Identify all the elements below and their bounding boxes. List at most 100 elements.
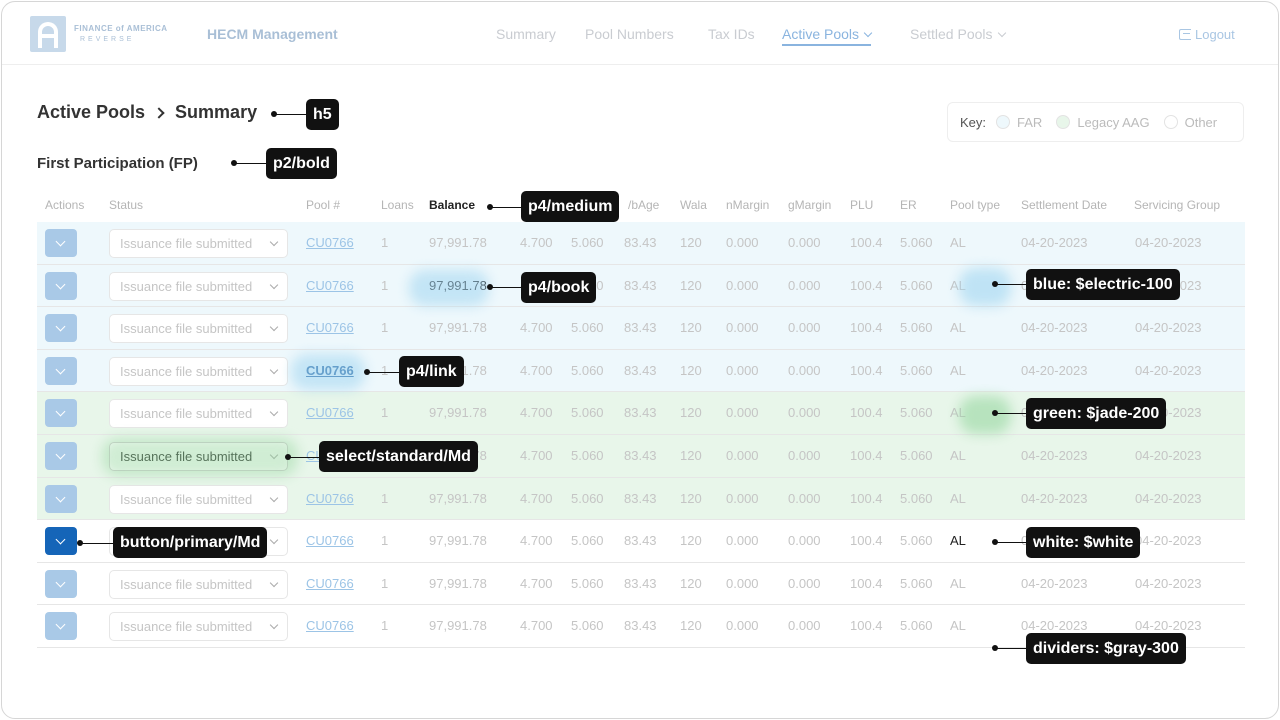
- color-key: Key: FAR Legacy AAG Other: [947, 102, 1244, 142]
- cell-plu: 100.4: [850, 490, 883, 506]
- highlight-green-row: [959, 396, 1011, 434]
- col-wala[interactable]: Wala: [680, 198, 707, 212]
- cell-rate: 4.700: [520, 235, 553, 250]
- status-select-value: Issuance file submitted: [120, 406, 253, 422]
- row-actions-button[interactable]: [45, 356, 77, 385]
- status-select[interactable]: Issuance file submitted: [109, 229, 288, 258]
- col-loans[interactable]: Loans: [381, 198, 414, 212]
- col-wbage[interactable]: /bAge: [628, 198, 660, 212]
- cell-er: 5.060: [900, 533, 933, 549]
- cell-wala: 120: [680, 533, 702, 549]
- pool-number-link[interactable]: CU0766: [306, 490, 354, 506]
- col-plu[interactable]: PLU: [850, 198, 874, 212]
- row-actions-button[interactable]: [45, 229, 77, 257]
- chevron-down-icon: [269, 621, 279, 630]
- table-header: Actions Status Pool # Loans Balance /bAg…: [37, 198, 1245, 222]
- cell-plu: 100.4: [850, 277, 883, 293]
- row-actions-button[interactable]: [45, 441, 77, 470]
- annotation-button-label: button/primary/Md: [113, 527, 268, 558]
- cell-loans: 1: [381, 362, 389, 378]
- status-select[interactable]: Issuance file submitted: [109, 569, 288, 599]
- col-servicing-group[interactable]: Servicing Group: [1134, 198, 1221, 212]
- cell-settlement-date: 04-20-2023: [1021, 447, 1088, 463]
- row-actions-button[interactable]: [45, 484, 77, 513]
- pool-number-link[interactable]: CU0766: [306, 277, 354, 293]
- breadcrumb-parent[interactable]: Active Pools: [37, 102, 146, 122]
- status-select[interactable]: Issuance file submitted: [109, 271, 288, 301]
- cell-wbage: 83.43: [624, 405, 657, 421]
- cell-wbage: 83.43: [624, 277, 657, 293]
- col-actions[interactable]: Actions: [45, 198, 85, 212]
- col-settlement-date[interactable]: Settlement Date: [1021, 198, 1108, 212]
- col-er[interactable]: ER: [900, 198, 917, 212]
- cell-pool-type: AL: [950, 362, 966, 378]
- nav-active-pools[interactable]: Active Pools: [782, 26, 873, 46]
- nav-active-pools-label: Active Pools: [782, 26, 860, 42]
- cell-gmargin: 0.000: [788, 320, 821, 336]
- cell-settlement-date: 04-20-2023: [1021, 575, 1088, 591]
- status-select[interactable]: Issuance file submitted: [109, 314, 288, 344]
- cell-wbage: 83.43: [624, 575, 657, 591]
- cell-servicing-group: 04-20-2023: [1135, 575, 1202, 591]
- row-actions-button[interactable]: [45, 314, 77, 343]
- table-row: Issuance file submitted CU0766 1 97,991.78 4…: [37, 562, 1245, 606]
- status-select[interactable]: Issuance file submitted: [109, 399, 288, 429]
- company-logo[interactable]: FINANCE of AMERICA REVERSE: [30, 16, 168, 52]
- cell-settlement-date: 04-20-2023: [1021, 362, 1088, 378]
- pool-number-link[interactable]: CU0766: [306, 618, 354, 634]
- cell-loans: 1: [381, 618, 389, 634]
- col-gmargin[interactable]: gMargin: [788, 198, 832, 212]
- nav-summary[interactable]: Summary: [496, 26, 556, 42]
- row-actions-button[interactable]: [45, 612, 77, 641]
- status-select-value: Issuance file submitted: [120, 363, 253, 379]
- cell-gmargin: 0.000: [788, 575, 821, 591]
- key-legacy-label: Legacy AAG: [1077, 114, 1150, 130]
- col-nmargin[interactable]: nMargin: [726, 198, 770, 212]
- chevron-down-icon: [55, 236, 66, 247]
- pool-number-link[interactable]: CU0766: [306, 235, 354, 250]
- nav-pool-numbers[interactable]: Pool Numbers: [585, 26, 674, 42]
- pool-number-link[interactable]: CU0766: [306, 405, 354, 421]
- row-actions-button[interactable]: [45, 399, 77, 428]
- pool-number-link[interactable]: CU0766: [306, 575, 354, 591]
- row-actions-button[interactable]: [45, 527, 77, 556]
- annotation-blue-label: blue: $electric-100: [1026, 269, 1180, 300]
- table-row: Issuance file submitted CU0766 1 97,991.78 4…: [37, 307, 1245, 350]
- chevron-down-icon: [55, 492, 66, 503]
- nav-settled-pools[interactable]: Settled Pools: [910, 26, 1006, 42]
- row-actions-button[interactable]: [45, 271, 77, 300]
- cell-servicing-group: 04-20-2023: [1135, 235, 1202, 250]
- chevron-down-icon: [55, 279, 66, 290]
- cell-nmargin: 0.000: [726, 447, 759, 463]
- col-status[interactable]: Status: [109, 198, 144, 212]
- cell-pool-type: AL: [950, 618, 966, 634]
- cell-nmargin: 0.000: [726, 362, 759, 378]
- col-pool[interactable]: Pool #: [306, 198, 341, 212]
- swatch-far: [996, 115, 1011, 129]
- col-balance[interactable]: Balance: [429, 198, 476, 212]
- cell-wala: 120: [680, 575, 702, 591]
- logout-button[interactable]: Logout: [1179, 27, 1235, 42]
- status-select[interactable]: Issuance file submitted: [109, 356, 288, 386]
- cell-gmargin: 0.000: [788, 447, 821, 463]
- pool-number-link[interactable]: CU0766: [306, 533, 354, 549]
- cell-margin: 5.060: [571, 405, 604, 421]
- cell-pool-type: AL: [950, 533, 966, 549]
- cell-er: 5.060: [900, 405, 933, 421]
- cell-pool-type: AL: [950, 490, 966, 506]
- cell-rate: 4.700: [520, 575, 553, 591]
- key-item-far: FAR: [996, 115, 1042, 130]
- status-select[interactable]: Issuance file submitted: [109, 441, 288, 471]
- status-select[interactable]: Issuance file submitted: [109, 612, 288, 642]
- cell-balance: 97,991.78: [429, 490, 487, 506]
- cell-balance: 97,991.78: [429, 575, 487, 591]
- cell-pool-type: AL: [950, 575, 966, 591]
- cell-margin: 5.060: [571, 618, 604, 634]
- pool-number-link[interactable]: CU0766: [306, 320, 354, 336]
- col-pool-type[interactable]: Pool type: [950, 198, 1001, 212]
- nav-tax-ids[interactable]: Tax IDs: [708, 26, 755, 42]
- row-actions-button[interactable]: [45, 569, 77, 598]
- status-select[interactable]: Issuance file submitted: [109, 484, 288, 514]
- cell-margin: 5.060: [571, 362, 604, 378]
- cell-margin: 5.060: [571, 575, 604, 591]
